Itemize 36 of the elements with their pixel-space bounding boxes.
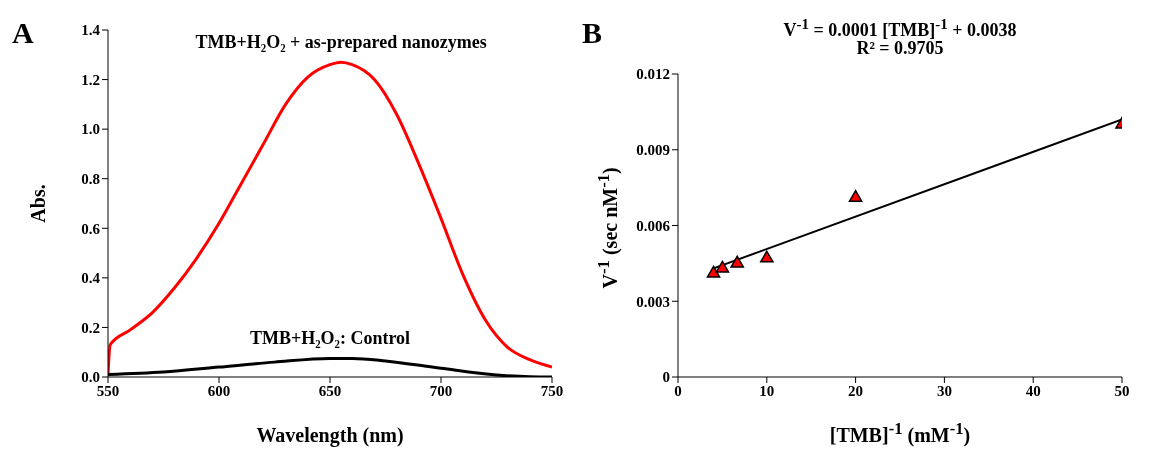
- y-tick-label: 0.006: [636, 217, 671, 234]
- point: [759, 250, 774, 263]
- x-tick-label: 750: [540, 382, 564, 399]
- x-tick-label: 600: [207, 382, 231, 399]
- x-tick-label: 50: [1114, 382, 1130, 399]
- point: [848, 189, 863, 202]
- y-tick-label: 0.4: [81, 270, 101, 287]
- point: [730, 255, 745, 268]
- y-tick-label: 1.0: [81, 121, 100, 138]
- x-tick-label: 40: [1025, 382, 1041, 399]
- text: B: [582, 16, 603, 50]
- y-tick-label: 0: [662, 369, 670, 386]
- y-tick-label: 0.012: [636, 66, 670, 83]
- x-axis-title: [TMB]$^{-1}$ (mM$^{-1}$): [828, 419, 972, 447]
- y-tick-label: 0.6: [81, 220, 101, 237]
- y-tick-label: 1.4: [81, 22, 101, 39]
- x-tick-label: 20: [848, 382, 864, 399]
- y-tick-label: 0.8: [81, 171, 100, 188]
- x-axis-title: Wavelength (nm): [255, 424, 405, 447]
- y-tick-label: 1.2: [81, 71, 100, 88]
- text: V$^{-1}$ = 0.0001 [TMB]$^{-1}$ + 0.0038: [782, 15, 1018, 41]
- y-tick-label: 0.003: [636, 293, 670, 310]
- point: [706, 265, 721, 278]
- text: A: [12, 16, 34, 50]
- y-axis-title: Abs.: [26, 182, 50, 225]
- x-tick-label: 0: [674, 382, 682, 399]
- x-tick-label: 650: [318, 382, 342, 399]
- x-tick-label: 10: [759, 382, 775, 399]
- y-tick-label: 0.2: [81, 319, 100, 336]
- x-tick-label: 700: [429, 382, 453, 399]
- series-label: TMB+H₂O₂ + as-prepared nanozymes: [195, 32, 487, 53]
- text: R² = 0.9705: [856, 38, 944, 58]
- point: [715, 260, 730, 273]
- x-tick-label: 30: [936, 382, 952, 399]
- y-tick-label: 0.009: [636, 142, 670, 159]
- series-label: TMB+H₂O₂: Control: [249, 328, 411, 349]
